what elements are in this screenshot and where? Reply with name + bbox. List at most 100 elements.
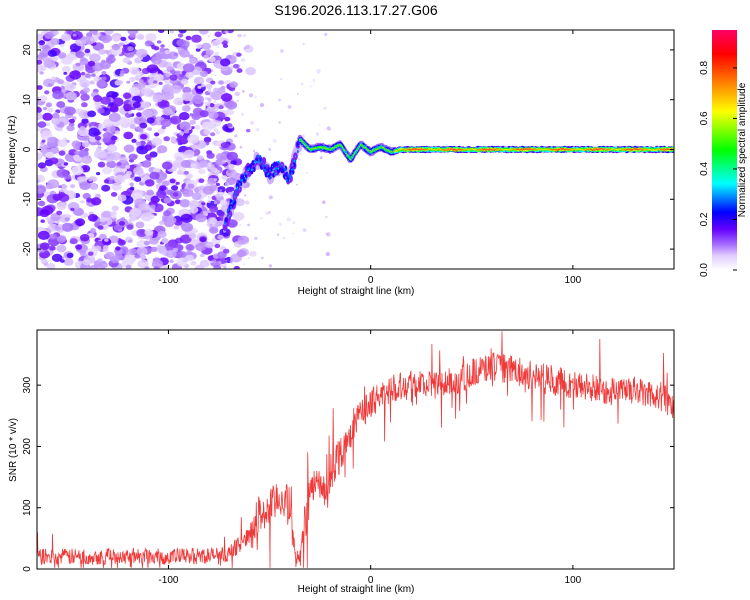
signal-cell [524,149,526,151]
noise-cell [57,127,63,132]
signal-cell [350,159,352,161]
noise-cell [224,182,230,187]
signal-cell [625,148,628,150]
signal-cell [313,146,316,150]
noise-cell [60,85,65,90]
signal-cell [386,149,388,151]
noise-cell [47,83,53,87]
signal-cell [616,148,618,150]
signal-cell [563,148,564,150]
signal-cell [405,149,407,151]
signal-cell [481,149,483,151]
signal-cell [399,148,401,150]
signal-cell [243,172,246,176]
noise-cell [70,207,75,212]
signal-cell [498,149,500,151]
signal-cell [361,144,363,147]
noise-cell [178,131,185,136]
noise-cell [103,245,109,250]
signal-cell [473,148,475,150]
spectrogram-marks [37,30,674,269]
signal-cell [384,148,386,150]
noise-cell [239,146,243,149]
noise-cell [57,79,65,85]
signal-cell [616,148,618,151]
noise-cell [242,187,246,191]
noise-cell [199,253,205,258]
signal-cell [602,148,603,150]
noise-cell [305,171,308,174]
noise-cell [210,80,216,85]
noise-cell [278,222,283,226]
noise-cell [149,171,160,180]
noise-cell [217,155,221,160]
signal-cell [390,151,392,153]
signal-cell [362,146,364,148]
noise-cell [205,241,214,249]
noise-cell [189,119,196,125]
signal-cell [320,146,321,148]
noise-cell [159,185,167,192]
signal-cell [333,147,335,149]
signal-cell [355,150,357,152]
noise-cell [197,155,204,161]
signal-cell [439,148,441,151]
signal-cell [324,146,327,149]
noise-cell [49,245,56,251]
noise-cell [259,102,265,108]
noise-cell [236,249,247,258]
noise-cell [177,33,184,38]
noise-cell [37,85,43,90]
signal-cell [474,149,476,151]
noise-cell [254,236,258,240]
y-tick-label: 10 [22,94,33,106]
noise-cell [169,115,182,125]
signal-cell [656,149,658,151]
signal-cell [346,154,348,156]
noise-cell [182,105,191,112]
signal-cell [554,149,556,151]
signal-cell [259,155,262,159]
signal-cell [455,149,456,151]
noise-cell [201,202,206,206]
signal-cell [274,167,276,170]
signal-cell [302,141,305,144]
signal-cell [665,149,666,151]
signal-cell [277,160,280,165]
signal-cell [538,148,541,151]
noise-cell [131,138,137,143]
signal-cell [389,151,391,153]
y-tick-label: 300 [22,376,33,393]
noise-cell [108,112,121,122]
signal-cell [379,147,381,149]
noise-cell [193,76,205,85]
signal-cell [602,148,605,150]
signal-cell [284,168,287,172]
noise-cell [220,58,231,67]
signal-cell [595,148,598,150]
noise-cell [111,97,124,107]
signal-cell [312,147,314,150]
noise-cell [189,113,194,117]
signal-cell [515,148,518,151]
noise-cell [79,250,88,257]
noise-cell [141,109,154,119]
noise-cell [129,77,136,82]
colorbar-label: Normalized spectral amplitude [737,82,748,217]
x-tick-label: 0 [368,575,374,586]
noise-cell [118,228,123,232]
noise-cell [207,97,212,102]
signal-cell [403,148,404,150]
noise-cell [157,128,165,135]
noise-cell [65,91,77,101]
signal-cell [241,179,243,182]
noise-cell [243,34,246,37]
signal-cell [385,149,387,152]
noise-cell [302,42,305,46]
noise-cell [58,185,63,189]
signal-cell [435,149,437,151]
noise-cell [66,125,75,132]
noise-cell [278,121,281,124]
signal-cell [464,149,466,151]
signal-cell [445,149,447,151]
